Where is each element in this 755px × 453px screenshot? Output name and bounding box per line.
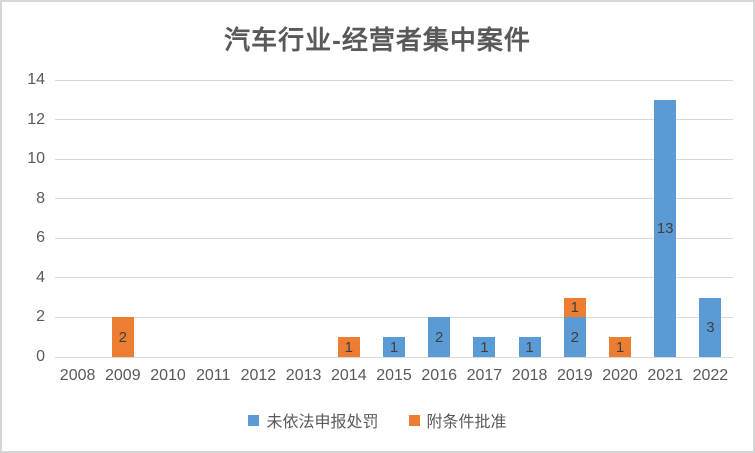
bar-value-label: 2 — [118, 328, 127, 346]
x-axis-tick-label: 2010 — [150, 367, 186, 384]
bar-value-label: 1 — [615, 338, 625, 356]
legend-item: 未依法申报处罚 — [248, 408, 379, 432]
gridline — [55, 277, 733, 279]
bar-value-label: 13 — [656, 219, 674, 237]
bar-segment: 1 — [383, 337, 405, 357]
gridline — [55, 79, 733, 81]
y-axis-tick-label: 4 — [36, 268, 45, 286]
bar-value-label: 1 — [525, 338, 534, 356]
bar-value-label: 1 — [344, 338, 353, 356]
y-axis-tick-label: 6 — [36, 229, 45, 247]
gridline — [55, 237, 733, 239]
y-axis-tick-label: 10 — [27, 150, 45, 168]
y-axis-tick-label: 8 — [36, 189, 45, 207]
legend: 未依法申报处罚 附条件批准 — [2, 408, 753, 432]
y-axis-tick-label: 0 — [36, 348, 45, 365]
bar-segment: 2 — [111, 317, 134, 357]
x-axis-tick-label: 2021 — [647, 367, 683, 384]
x-axis-tick-label: 2012 — [240, 367, 277, 384]
x-axis-tick-label: 2014 — [331, 367, 367, 384]
bar-segment: 1 — [609, 337, 631, 357]
x-axis-tick-label: 2016 — [421, 367, 457, 384]
x-axis-tick-label: 2020 — [602, 367, 638, 384]
gridline — [55, 158, 733, 160]
chart-title: 汽车行业-经营者集中案件 — [224, 25, 531, 55]
bar-value-label: 1 — [570, 299, 579, 317]
bar-value-label: 3 — [706, 318, 715, 336]
gridline — [55, 198, 733, 200]
bar-segment: 1 — [518, 337, 541, 357]
bar-segment: 2 — [563, 317, 586, 357]
legend-item: 附条件批准 — [408, 408, 507, 432]
legend-swatch — [248, 414, 260, 426]
y-axis-tick-label: 2 — [36, 308, 45, 326]
x-axis-tick-label: 2018 — [511, 367, 548, 384]
bar-value-label: 2 — [570, 328, 579, 346]
x-axis-tick-label: 2009 — [105, 367, 141, 384]
plot-area: 0 2 4 6 8 10 12 14 2008 2009 2 2010 2011 2012 2013 2014… — [27, 71, 733, 384]
bar-value-label: 1 — [389, 338, 399, 356]
x-axis-tick-label: 2008 — [59, 367, 96, 384]
gridline — [55, 316, 733, 318]
x-axis-tick-label: 2022 — [692, 367, 729, 384]
bar-segment: 3 — [699, 297, 722, 357]
bar-segment: 1 — [473, 337, 496, 357]
bar-value-label: 2 — [435, 328, 444, 346]
bar-segment: 1 — [563, 297, 586, 318]
bar-segment: 1 — [337, 337, 360, 357]
gridline — [55, 119, 733, 121]
legend-label: 未依法申报处罚 — [266, 414, 379, 431]
y-axis-tick-label: 14 — [27, 71, 45, 88]
x-axis-tick-label: 2019 — [557, 367, 593, 384]
legend-swatch — [408, 414, 420, 426]
bar-segment: 13 — [654, 99, 677, 357]
y-axis-tick-label: 12 — [27, 110, 45, 128]
bar-value-label: 1 — [480, 338, 489, 356]
bar-segment: 2 — [428, 317, 451, 357]
x-axis-tick-label: 2011 — [195, 367, 231, 384]
x-axis-tick-label: 2015 — [376, 367, 412, 384]
gridline — [55, 356, 733, 358]
x-axis-tick-label: 2013 — [285, 367, 322, 384]
legend-label: 附条件批准 — [426, 414, 507, 431]
x-axis-tick-label: 2017 — [466, 367, 503, 384]
